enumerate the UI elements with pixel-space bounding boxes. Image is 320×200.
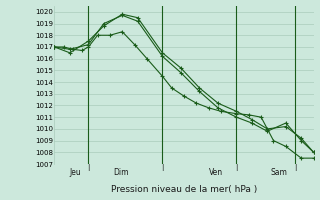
Text: |: | — [235, 164, 238, 171]
Text: |: | — [87, 164, 90, 171]
Text: Jeu: Jeu — [70, 168, 82, 177]
Text: Pression niveau de la mer( hPa ): Pression niveau de la mer( hPa ) — [111, 185, 257, 194]
Text: |: | — [294, 164, 296, 171]
Text: Dim: Dim — [113, 168, 129, 177]
Text: Sam: Sam — [270, 168, 287, 177]
Text: |: | — [161, 164, 164, 171]
Text: Ven: Ven — [209, 168, 223, 177]
